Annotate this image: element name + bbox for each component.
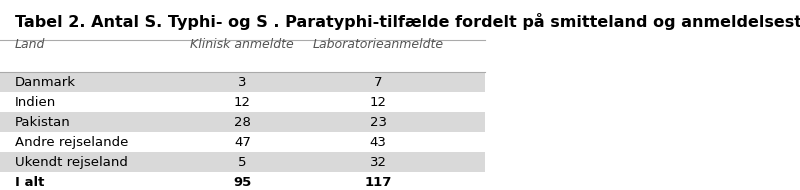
- Bar: [0, 72, 485, 92]
- Text: Land: Land: [14, 38, 45, 51]
- Text: 12: 12: [234, 96, 251, 109]
- Text: Indien: Indien: [14, 96, 56, 109]
- Text: 95: 95: [234, 176, 251, 189]
- Text: Pakistan: Pakistan: [14, 116, 70, 129]
- Text: 28: 28: [234, 116, 250, 129]
- Text: 47: 47: [234, 136, 250, 149]
- Text: 117: 117: [364, 176, 392, 189]
- Text: Laboratorieanmeldte: Laboratorieanmeldte: [313, 38, 443, 51]
- Text: 12: 12: [370, 96, 386, 109]
- Text: Ukendt rejseland: Ukendt rejseland: [14, 156, 127, 169]
- Text: I alt: I alt: [14, 176, 44, 189]
- Bar: [0, 152, 485, 172]
- Text: 43: 43: [370, 136, 386, 149]
- Bar: [0, 112, 485, 132]
- Text: 3: 3: [238, 76, 246, 89]
- Text: Andre rejselande: Andre rejselande: [14, 136, 128, 149]
- Text: 5: 5: [238, 156, 246, 169]
- Text: Danmark: Danmark: [14, 76, 75, 89]
- Text: Tabel 2. Antal S. Typhi- og S . Paratyphi-tilfælde fordelt på smitteland og anme: Tabel 2. Antal S. Typhi- og S . Paratyph…: [14, 13, 800, 30]
- Text: 23: 23: [370, 116, 386, 129]
- Text: Klinisk anmeldte: Klinisk anmeldte: [190, 38, 294, 51]
- Text: 32: 32: [370, 156, 386, 169]
- Text: 7: 7: [374, 76, 382, 89]
